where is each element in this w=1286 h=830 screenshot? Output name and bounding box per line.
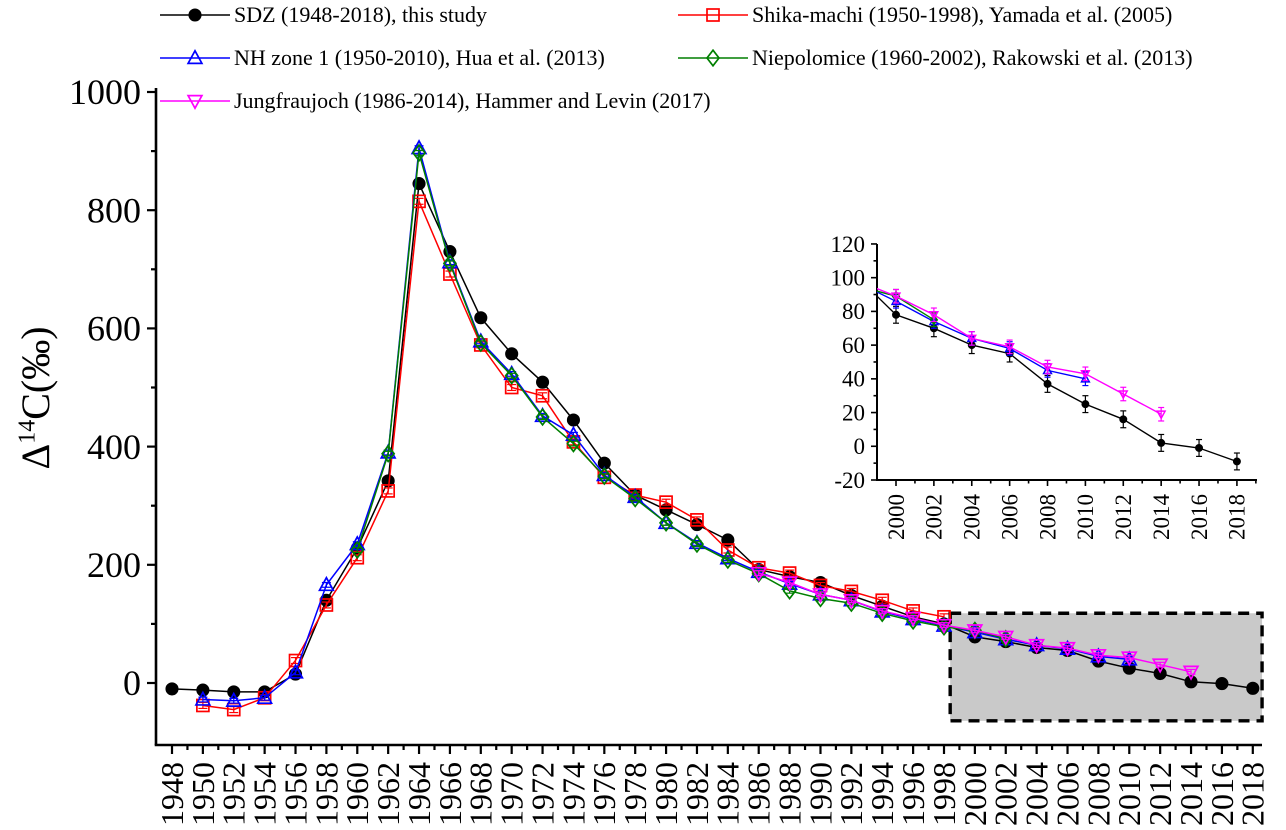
main-xtick-label: 2014 bbox=[1173, 762, 1209, 826]
inset-ytick-label: -20 bbox=[834, 468, 865, 493]
legend-swatch-nh-zone-1 bbox=[160, 49, 230, 65]
main-xtick-label: 1966 bbox=[432, 762, 468, 826]
main-xtick-label: 2016 bbox=[1204, 762, 1240, 826]
series-jungfraujoch-inset bbox=[877, 287, 1167, 422]
inset-ytick-label: 20 bbox=[842, 400, 865, 425]
main-ytick-label: 600 bbox=[87, 309, 141, 349]
inset-xtick-label: 2014 bbox=[1149, 494, 1174, 541]
main-xtick-label: 2010 bbox=[1111, 762, 1147, 826]
legend-item-sdz: SDZ (1948-2018), this study bbox=[160, 0, 487, 30]
y-axis-title-delta: Δ bbox=[13, 443, 58, 470]
main-axis: 0200400600800100019481950195219541956195… bbox=[69, 72, 1271, 826]
legend-label-sdz: SDZ (1948-2018), this study bbox=[234, 2, 487, 27]
legend-item-niepolomice: Niepolomice (1960-2002), Rakowski et al.… bbox=[678, 43, 1193, 73]
main-xtick-label: 2004 bbox=[1019, 762, 1055, 826]
main-xtick-label: 1982 bbox=[679, 762, 715, 826]
main-xtick-label: 1960 bbox=[339, 762, 375, 826]
main-xtick-label: 2002 bbox=[988, 762, 1024, 826]
inset-ytick-label: 60 bbox=[842, 333, 865, 358]
main-xtick-label: 1948 bbox=[154, 762, 190, 826]
legend-swatch-niepolomice bbox=[678, 49, 748, 67]
main-xtick-label: 2008 bbox=[1080, 762, 1116, 826]
main-xtick-label: 1986 bbox=[741, 762, 777, 826]
legend-label-nh-zone-1: NH zone 1 (1950-2010), Hua et al. (2013) bbox=[234, 45, 605, 70]
inset-xtick-label: 2004 bbox=[960, 494, 985, 541]
main-xtick-label: 2012 bbox=[1142, 762, 1178, 826]
series-nh1-inset bbox=[877, 291, 1091, 387]
main-xtick-label: 1994 bbox=[864, 762, 900, 826]
main-xtick-label: 1964 bbox=[401, 762, 437, 826]
main-ytick-label: 800 bbox=[87, 190, 141, 230]
inset-xtick-label: 2010 bbox=[1073, 494, 1098, 540]
inset-ytick-label: 120 bbox=[831, 232, 866, 257]
inset-ytick-label: 0 bbox=[854, 434, 866, 459]
main-xtick-label: 1954 bbox=[247, 762, 283, 826]
inset-xtick-label: 2012 bbox=[1111, 494, 1136, 540]
main-xtick-label: 1970 bbox=[494, 762, 530, 826]
main-xtick-label: 1962 bbox=[370, 762, 406, 826]
main-xtick-label: 1992 bbox=[833, 762, 869, 826]
main-xtick-label: 1974 bbox=[555, 762, 591, 826]
legend-label-niepolomice: Niepolomice (1960-2002), Rakowski et al.… bbox=[752, 45, 1193, 70]
main-xtick-label: 1984 bbox=[710, 762, 746, 826]
inset-ytick-label: 100 bbox=[831, 266, 866, 291]
highlight-region bbox=[948, 611, 1264, 723]
main-xtick-label: 1976 bbox=[586, 762, 622, 826]
legend-item-jungfraujoch: Jungfraujoch (1986-2014), Hammer and Lev… bbox=[160, 86, 711, 116]
main-xtick-label: 1980 bbox=[648, 762, 684, 826]
main-ytick-label: 200 bbox=[87, 545, 141, 585]
legend-swatch-shika-machi bbox=[678, 8, 748, 22]
main-xtick-label: 1988 bbox=[771, 762, 807, 826]
main-xtick-label: 1950 bbox=[185, 762, 221, 826]
inset-xtick-label: 2018 bbox=[1225, 494, 1250, 540]
main-xtick-label: 1990 bbox=[802, 762, 838, 826]
y-axis-title-unit: C(‰) bbox=[13, 326, 58, 420]
main-xtick-label: 1972 bbox=[524, 762, 560, 826]
series-niepolomice-main bbox=[350, 143, 1013, 648]
main-ytick-label: 1000 bbox=[69, 72, 141, 112]
main-xtick-label: 2018 bbox=[1235, 762, 1271, 826]
main-xtick-label: 1952 bbox=[216, 762, 252, 826]
inset-xtick-label: 2016 bbox=[1187, 494, 1212, 540]
main-ytick-label: 0 bbox=[123, 663, 141, 703]
legend-item-shika-machi: Shika-machi (1950-1998), Yamada et al. (… bbox=[678, 0, 1172, 30]
series-sdz-inset bbox=[877, 295, 1241, 471]
legend-swatch-sdz bbox=[160, 8, 230, 22]
legend-label-shika-machi: Shika-machi (1950-1998), Yamada et al. (… bbox=[752, 2, 1173, 27]
main-plot-series bbox=[165, 139, 1260, 717]
inset-xtick-label: 2008 bbox=[1035, 494, 1060, 540]
main-xtick-label: 1996 bbox=[895, 762, 931, 826]
y-axis-title: Δ14C(‰) bbox=[13, 288, 59, 508]
legend-swatch-jungfraujoch bbox=[160, 94, 230, 110]
main-xtick-label: 1998 bbox=[926, 762, 962, 826]
legend-label-jungfraujoch: Jungfraujoch (1986-2014), Hammer and Lev… bbox=[234, 88, 711, 113]
inset-xtick-label: 2002 bbox=[922, 494, 947, 540]
main-xtick-label: 1956 bbox=[277, 762, 313, 826]
inset-axis: -20 0 20 40 60 80 100 120 2000 2002 2004 2006 2008 20… bbox=[831, 232, 1257, 541]
inset-ytick-label: 40 bbox=[842, 367, 865, 392]
main-xtick-label: 1978 bbox=[617, 762, 653, 826]
inset-ytick-label: 80 bbox=[842, 299, 865, 324]
main-ytick-label: 400 bbox=[87, 427, 141, 467]
inset-plot-series bbox=[877, 287, 1241, 471]
main-xtick-label: 2000 bbox=[957, 762, 993, 826]
main-xtick-label: 1958 bbox=[308, 762, 344, 826]
series-jungfraujoch-main bbox=[750, 566, 1200, 681]
y-axis-title-superscript: 14 bbox=[14, 419, 41, 444]
legend-item-nh-zone-1: NH zone 1 (1950-2010), Hua et al. (2013) bbox=[160, 43, 605, 73]
main-xtick-label: 1968 bbox=[463, 762, 499, 826]
main-xtick-label: 2006 bbox=[1049, 762, 1085, 826]
inset-xtick-label: 2000 bbox=[884, 494, 909, 540]
inset-xtick-label: 2006 bbox=[997, 494, 1022, 540]
